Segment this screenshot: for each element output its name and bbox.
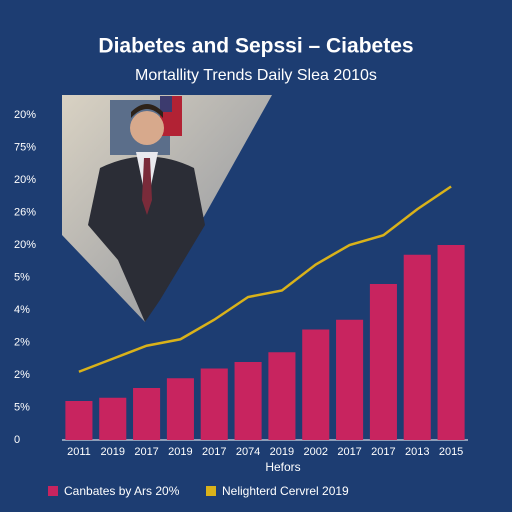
x-tick-label: 2019 (168, 446, 192, 458)
x-tick-label: 2019 (270, 446, 294, 458)
bar (268, 352, 296, 440)
photo (62, 95, 272, 322)
x-tick-label: 2015 (439, 446, 463, 458)
chart-subtitle: Mortallity Trends Daily Slea 2010s (135, 67, 377, 84)
line (78, 185, 452, 373)
x-tick-label: 2017 (202, 446, 226, 458)
x-tick-label: 2011 (67, 446, 91, 458)
y-tick-label: 20% (14, 239, 36, 251)
x-tick-label: 2017 (337, 446, 361, 458)
bar (200, 368, 228, 440)
x-tick-label: 2074 (236, 446, 260, 458)
x-tick-label: 2017 (371, 446, 395, 458)
legend-label: Canbates by Ars 20% (64, 484, 180, 498)
bar (437, 245, 465, 440)
bar (99, 397, 127, 440)
x-tick-label: 2019 (101, 446, 125, 458)
chart-title: Diabetes and Sepssi – Ciabetes (98, 35, 413, 58)
x-tick-label: 2002 (304, 446, 328, 458)
y-tick-label: 4% (14, 304, 30, 316)
x-axis-label: Hefors (265, 460, 300, 474)
y-tick-label: 5% (14, 271, 30, 283)
y-tick-label: 0 (14, 434, 20, 446)
y-tick-label: 20% (14, 109, 36, 121)
bar (234, 362, 262, 440)
y-tick-label: 2% (14, 336, 30, 348)
bar (133, 388, 161, 440)
bar (336, 319, 364, 440)
y-tick-label: 2% (14, 369, 30, 381)
bar (166, 378, 194, 440)
x-tick-label: 2013 (405, 446, 429, 458)
x-tick-label: 2017 (134, 446, 158, 458)
legend-label: Nelighterd Cervrel 2019 (222, 484, 349, 498)
bar (65, 401, 93, 440)
y-tick-label: 20% (14, 174, 36, 186)
bar (302, 329, 330, 440)
legend-swatch (206, 486, 216, 496)
y-tick-label: 75% (14, 141, 36, 153)
legend-swatch (48, 486, 58, 496)
bar (369, 284, 397, 440)
y-tick-label: 5% (14, 401, 30, 413)
y-tick-label: 26% (14, 206, 36, 218)
bar (403, 254, 431, 440)
